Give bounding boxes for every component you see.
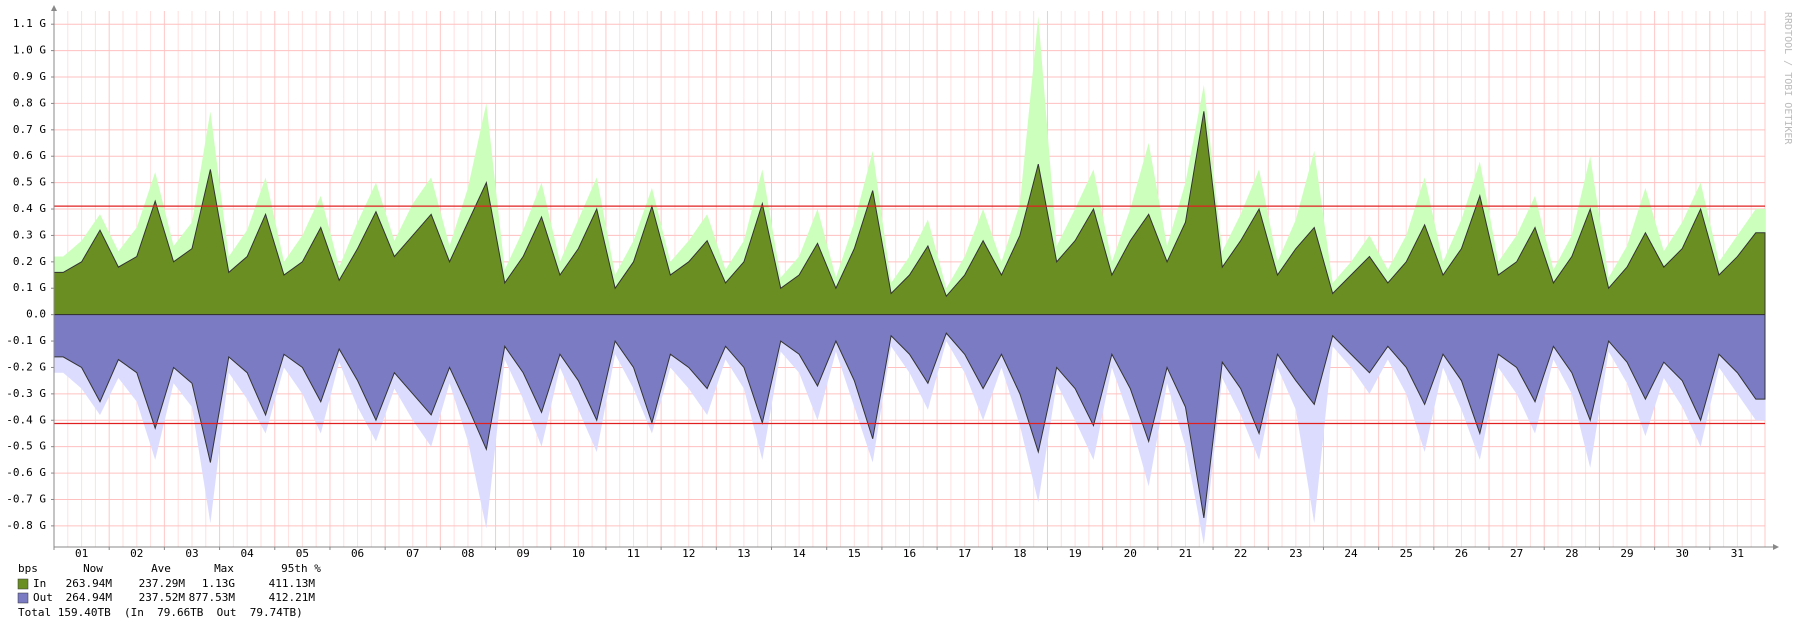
legend-header: Now xyxy=(83,562,103,575)
avg-area xyxy=(53,111,1766,316)
y-tick-label: 0.0 xyxy=(26,308,46,321)
y-tick-label: -0.8 G xyxy=(6,519,46,532)
x-tick-label: 28 xyxy=(1565,547,1578,560)
total-label: Total 159.40TB (In 79.66TB Out 79.74TB) xyxy=(18,606,303,619)
x-tick-label: 01 xyxy=(75,547,88,560)
x-tick-label: 20 xyxy=(1124,547,1137,560)
y-tick-label: -0.5 G xyxy=(6,440,46,453)
x-tick-label: 05 xyxy=(296,547,309,560)
legend-value: 877.53M xyxy=(189,591,236,604)
legend-header: bps xyxy=(18,562,38,575)
y-tick-label: 0.6 G xyxy=(13,149,46,162)
y-tick-label: 0.2 G xyxy=(13,255,46,268)
legend-label: Out xyxy=(33,591,53,604)
x-tick-label: 27 xyxy=(1510,547,1523,560)
x-tick-label: 08 xyxy=(461,547,474,560)
y-tick-label: 0.9 G xyxy=(13,70,46,83)
x-tick-label: 11 xyxy=(627,547,640,560)
legend-value: 1.13G xyxy=(202,577,235,590)
x-tick-label: 03 xyxy=(185,547,198,560)
legend-swatch xyxy=(17,592,29,604)
x-tick-label: 22 xyxy=(1234,547,1247,560)
y-tick-label: 0.3 G xyxy=(13,228,46,241)
legend-value: 264.94M xyxy=(66,591,113,604)
x-tick-label: 29 xyxy=(1620,547,1633,560)
y-tick-label: -0.3 G xyxy=(6,387,46,400)
y-tick-label: -0.7 G xyxy=(6,492,46,505)
y-tick-label: 1.1 G xyxy=(13,17,46,30)
x-tick-label: 09 xyxy=(517,547,530,560)
x-tick-label: 31 xyxy=(1731,547,1744,560)
x-tick-label: 02 xyxy=(130,547,143,560)
y-tick-label: 0.8 G xyxy=(13,96,46,109)
y-tick-label: 0.5 G xyxy=(13,176,46,189)
y-tick-label: 1.0 G xyxy=(13,44,46,57)
x-tick-label: 13 xyxy=(737,547,750,560)
legend-value: 412.21M xyxy=(269,591,316,604)
x-tick-label: 25 xyxy=(1400,547,1413,560)
legend-value: 263.94M xyxy=(66,577,113,590)
y-tick-label: -0.4 G xyxy=(6,413,46,426)
x-tick-label: 21 xyxy=(1179,547,1192,560)
x-tick-label: 23 xyxy=(1289,547,1302,560)
y-tick-label: -0.6 G xyxy=(6,466,46,479)
x-tick-label: 16 xyxy=(903,547,916,560)
legend-header: Max xyxy=(214,562,234,575)
y-tick-label: -0.1 G xyxy=(6,334,46,347)
x-tick-label: 06 xyxy=(351,547,364,560)
avg-area xyxy=(53,314,1766,519)
legend-label: In xyxy=(33,577,46,590)
x-tick-label: 26 xyxy=(1455,547,1468,560)
x-tick-label: 14 xyxy=(792,547,806,560)
watermark: RRDTOOL / TOBI OETIKER xyxy=(1782,12,1793,145)
legend-header: Ave xyxy=(151,562,171,575)
x-tick-label: 17 xyxy=(958,547,971,560)
legend-value: 411.13M xyxy=(269,577,316,590)
y-tick-label: 0.7 G xyxy=(13,123,46,136)
x-tick-label: 30 xyxy=(1676,547,1689,560)
y-arrow xyxy=(51,5,57,11)
x-tick-label: 18 xyxy=(1013,547,1026,560)
legend-swatch xyxy=(17,578,29,590)
legend-value: 237.52M xyxy=(139,591,186,604)
x-tick-label: 24 xyxy=(1344,547,1358,560)
y-tick-label: 0.4 G xyxy=(13,202,46,215)
x-tick-label: 12 xyxy=(682,547,695,560)
x-tick-label: 19 xyxy=(1068,547,1081,560)
y-tick-label: -0.2 G xyxy=(6,360,46,373)
legend-value: 237.29M xyxy=(139,577,186,590)
y-tick-label: 0.1 G xyxy=(13,281,46,294)
x-arrow xyxy=(1773,544,1779,550)
legend-header: 95th % xyxy=(281,562,321,575)
x-tick-label: 15 xyxy=(848,547,861,560)
x-tick-label: 04 xyxy=(241,547,255,560)
x-tick-label: 10 xyxy=(572,547,585,560)
x-tick-label: 07 xyxy=(406,547,419,560)
